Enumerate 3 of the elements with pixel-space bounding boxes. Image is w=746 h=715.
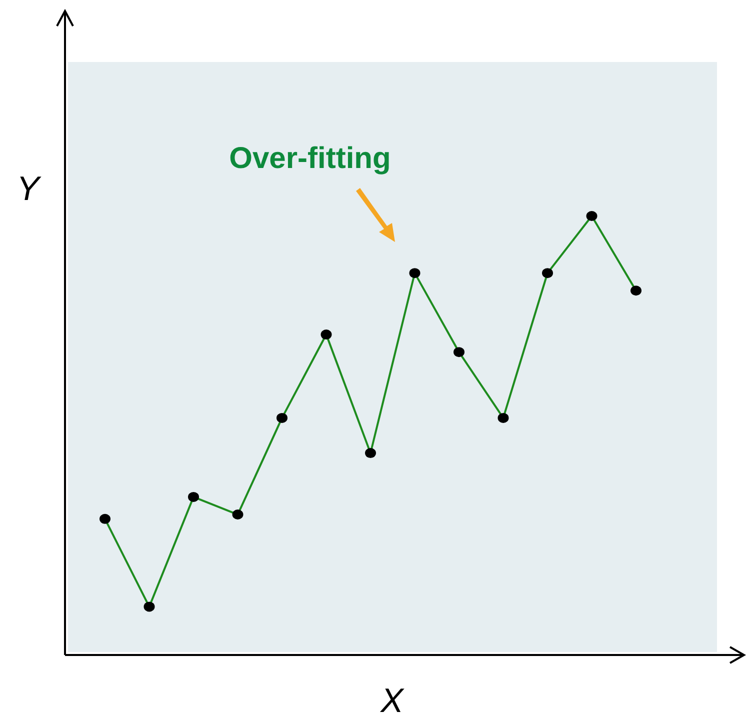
y-axis-title: Y: [16, 170, 42, 208]
text: Over-fitting: [229, 142, 391, 175]
x-axis-title: X: [380, 682, 405, 715]
